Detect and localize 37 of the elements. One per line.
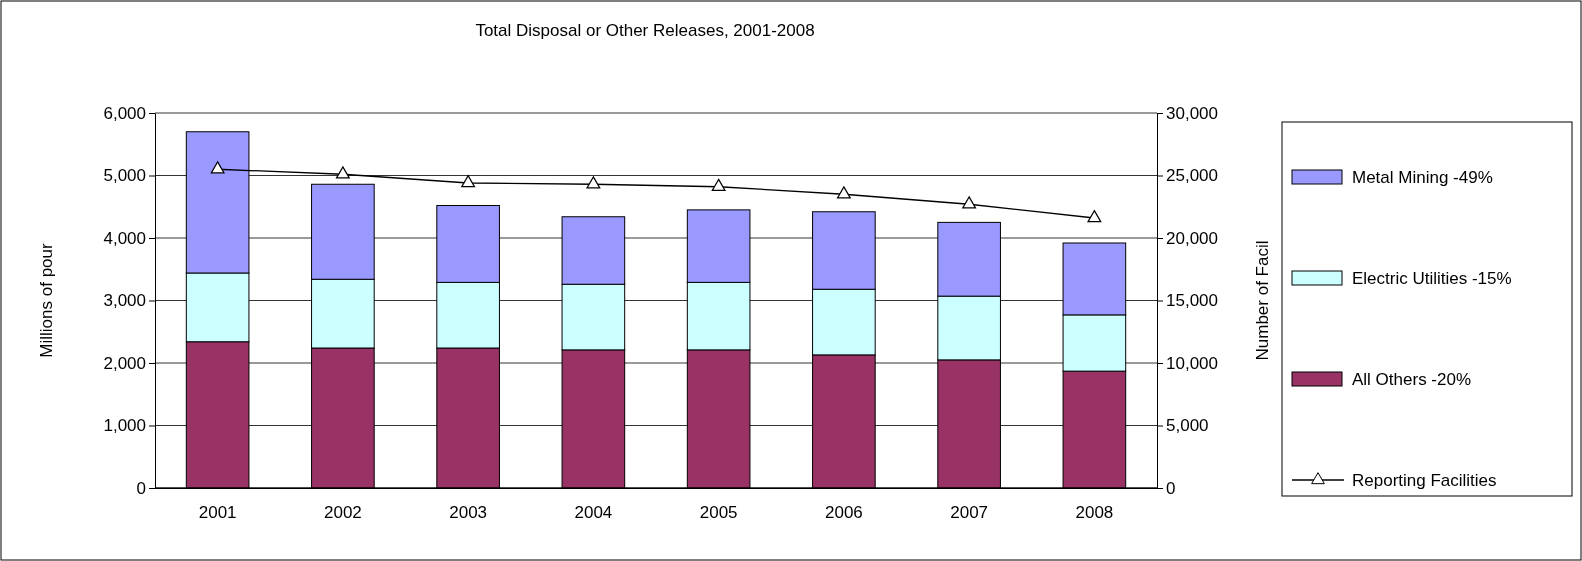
point [711,178,726,192]
y-tick-label: 1,000 [103,416,146,436]
y-tick-label: 4,000 [103,228,146,248]
y2-tick-label: 5,000 [1166,416,1209,436]
point [461,175,476,188]
x-tick-label: 2002 [323,503,362,523]
point [836,186,851,199]
x-tick-label: 2003 [449,503,488,523]
y2-tick-label: 25,000 [1166,166,1218,186]
point [1087,210,1102,223]
x-tick-label: 2005 [699,503,738,523]
y2-tick-label: 10,000 [1166,353,1218,373]
x-tick-label: 2004 [574,503,613,523]
y2-tick-label: 0 [1166,478,1176,498]
point [335,166,350,179]
x-tick-label: 2008 [1075,503,1114,523]
y-tick-label: 5,000 [103,166,146,186]
legend-label: Electric Utilities -15% [1352,269,1512,288]
y-tick-label: 0 [136,478,146,498]
y-tick-label: 3,000 [103,291,146,311]
legend-label: Metal Mining -49% [1352,168,1493,187]
x-tick-label: 2006 [824,503,863,523]
y2-tick-label: 20,000 [1166,228,1218,248]
point [586,176,601,189]
legend-label: Reporting Facilities [1352,471,1497,490]
y-tick-label: 6,000 [103,103,146,123]
point [962,196,977,209]
y2-tick-label: 15,000 [1166,291,1218,311]
legend-label: All Others -20% [1352,370,1472,389]
x-tick-label: 2007 [950,503,989,523]
chart-title: Total Disposal or Other Releases, 2001-2008 [475,21,815,40]
point [210,161,225,174]
y2-tick-label: 30,000 [1166,103,1218,123]
y2-axis-title: Number of Facil [1253,240,1272,361]
y-tick-label: 2,000 [103,353,146,373]
y-axis-title: Millions of pour [37,243,56,358]
x-tick-label: 2001 [198,503,237,523]
